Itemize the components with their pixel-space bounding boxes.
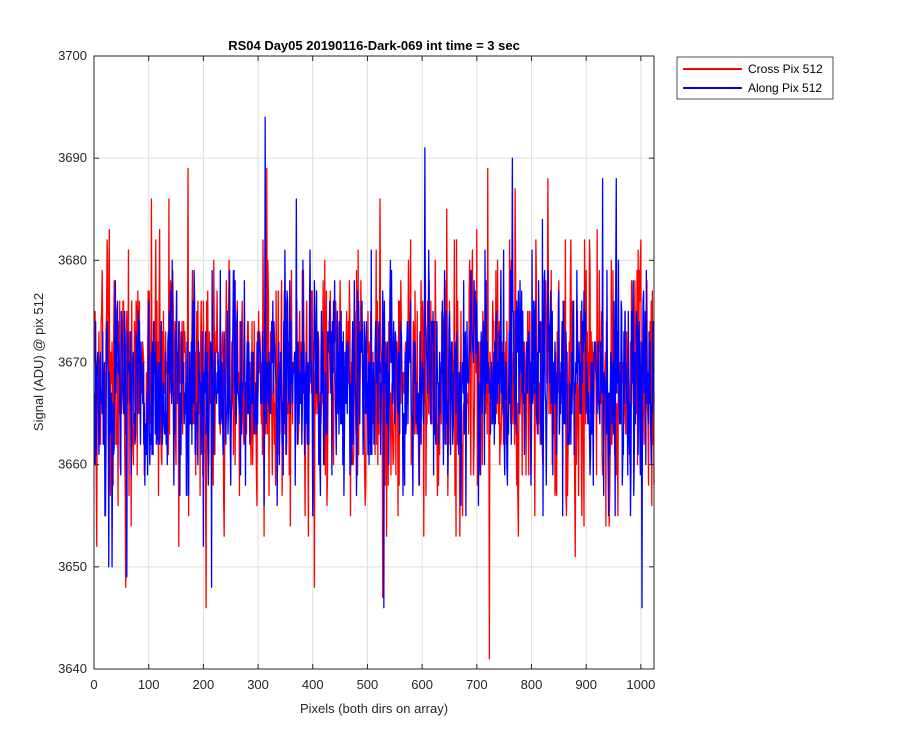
- x-tick-label: 600: [411, 677, 433, 692]
- legend-label-cross: Cross Pix 512: [748, 62, 823, 76]
- x-tick-label: 800: [521, 677, 543, 692]
- x-tick-label: 1000: [626, 677, 655, 692]
- series-line-along: [93, 116, 655, 609]
- y-tick-label: 3660: [58, 457, 87, 472]
- x-tick-label: 700: [466, 677, 488, 692]
- x-tick-label: 0: [90, 677, 97, 692]
- x-tick-label: 500: [357, 677, 379, 692]
- y-tick-label: 3650: [58, 559, 87, 574]
- chart-title: RS04 Day05 20190116-Dark-069 int time = …: [228, 38, 520, 53]
- x-axis-label: Pixels (both dirs on array): [300, 701, 448, 716]
- y-tick-label: 3690: [58, 150, 87, 165]
- x-tick-label: 900: [575, 677, 597, 692]
- legend: Cross Pix 512 Along Pix 512: [676, 56, 834, 100]
- legend-label-along: Along Pix 512: [748, 81, 822, 95]
- x-tick-label: 100: [138, 677, 160, 692]
- x-tick-label: 200: [193, 677, 215, 692]
- axes: 0 100 200 300 400 500 600 700 800 900 1000 3640 3650…: [58, 48, 655, 692]
- y-tick-label: 3700: [58, 48, 87, 63]
- x-tick-label: 300: [247, 677, 269, 692]
- y-axis-label: Signal (ADU) @ pix 512: [31, 293, 46, 431]
- y-tick-label: 3680: [58, 252, 87, 267]
- data-series: [93, 116, 655, 660]
- y-tick-label: 3640: [58, 661, 87, 676]
- y-tick-label: 3670: [58, 355, 87, 370]
- x-tick-label: 400: [302, 677, 324, 692]
- legend-box: [676, 56, 834, 100]
